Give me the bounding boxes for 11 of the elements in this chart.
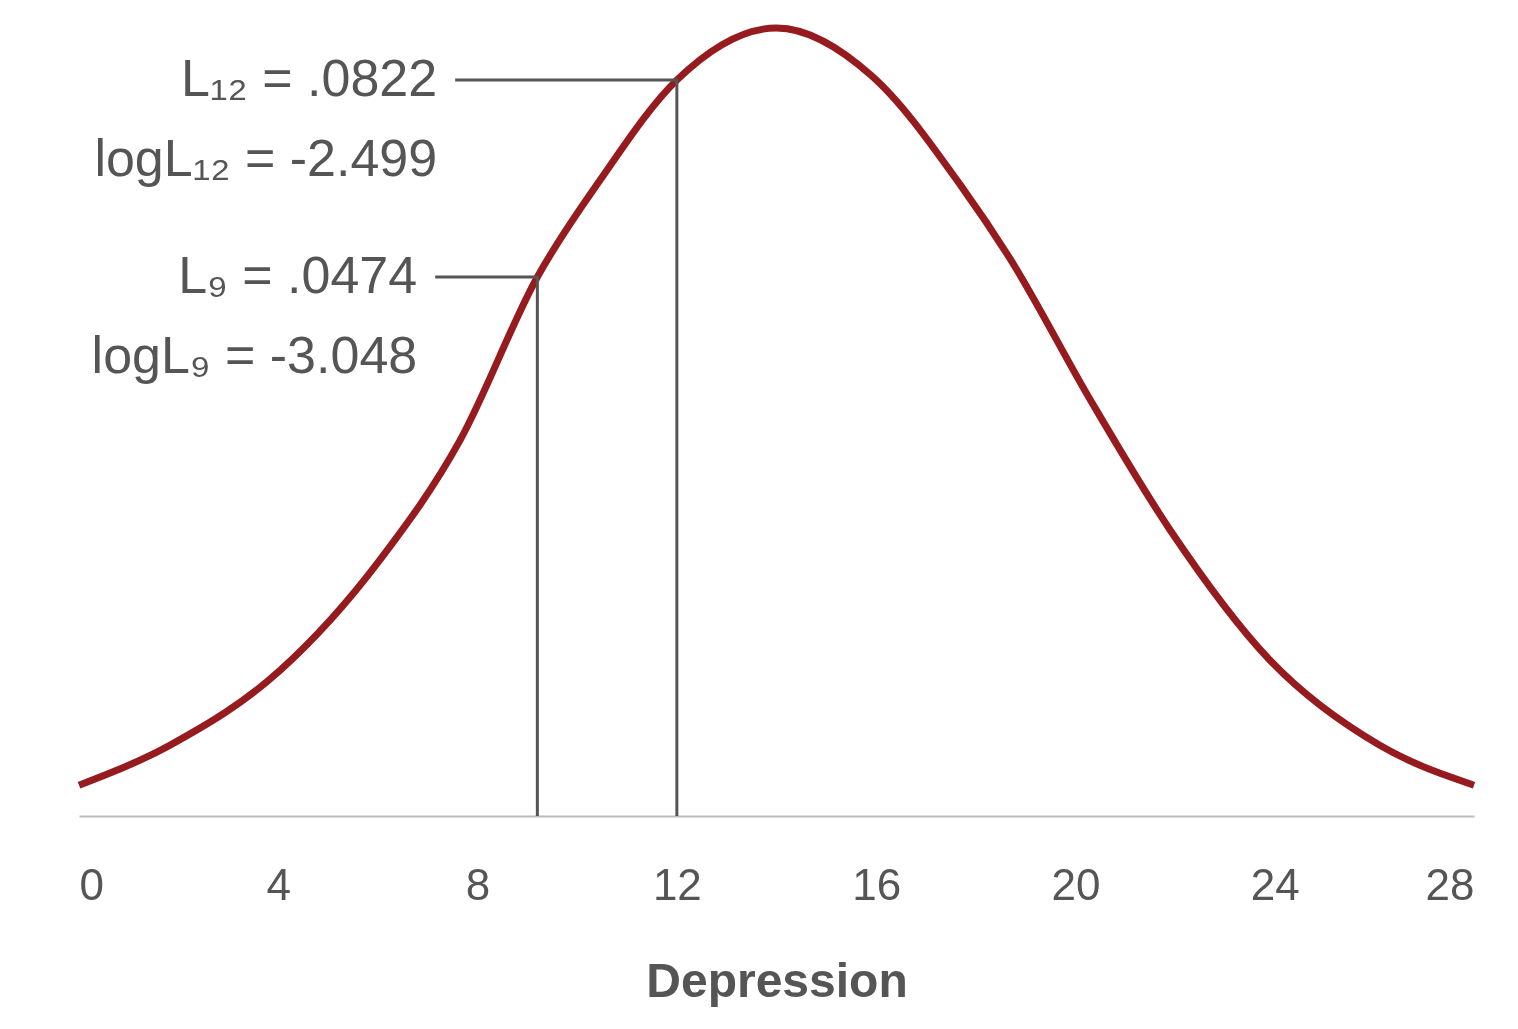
annotation: L₉ = .0474 logL₉ = -3.048 bbox=[91, 246, 418, 385]
x-tick-label: 28 bbox=[1425, 859, 1475, 909]
x-tick-label: 8 bbox=[465, 859, 491, 909]
x-tick-label: 20 bbox=[1051, 859, 1101, 909]
x-tick-label: 0 bbox=[79, 859, 104, 909]
annotation: L₁₂ = .0822 logL₁₂ = -2.499 bbox=[94, 49, 438, 188]
x-tick-label: 16 bbox=[852, 859, 902, 909]
x-axis-title: Depression bbox=[646, 953, 908, 1007]
x-tick-label: 4 bbox=[266, 859, 292, 909]
x-tick-label: 24 bbox=[1250, 859, 1300, 909]
x-tick-label: 12 bbox=[652, 859, 702, 909]
